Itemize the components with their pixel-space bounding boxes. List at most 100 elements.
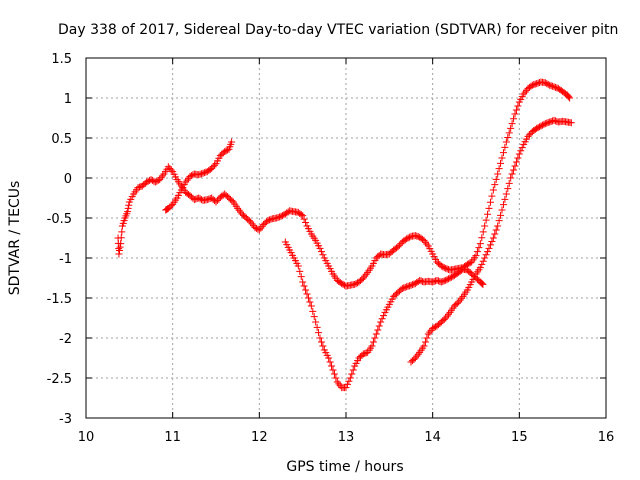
data-point: [116, 243, 124, 251]
data-point: [512, 106, 520, 114]
data-point: [466, 259, 474, 267]
data-point: [302, 286, 310, 294]
data-point: [544, 80, 552, 88]
data-point: [414, 233, 422, 241]
data-point: [213, 196, 221, 204]
data-point: [316, 334, 324, 342]
data-point: [400, 284, 408, 292]
data-point: [421, 338, 429, 346]
data-point: [534, 124, 542, 132]
data-point: [404, 234, 412, 242]
data-point: [125, 201, 133, 209]
data-point: [551, 117, 559, 125]
data-point: [485, 244, 493, 252]
data-point: [439, 263, 447, 271]
data-point: [553, 84, 561, 92]
data-point: [251, 224, 259, 232]
data-point: [143, 178, 151, 186]
data-point: [546, 118, 554, 126]
data-point: [349, 366, 357, 374]
data-point: [346, 374, 354, 382]
data-point: [151, 178, 159, 186]
y-axis-label: SDTVAR / TECUs: [7, 181, 23, 296]
data-point: [472, 252, 480, 260]
data-point: [265, 216, 273, 224]
data-point: [196, 170, 204, 178]
x-tick-label: 15: [511, 430, 528, 445]
data-point: [326, 358, 334, 366]
data-point: [429, 278, 437, 286]
data-point: [492, 175, 500, 183]
data-point: [398, 284, 406, 292]
data-point: [534, 79, 542, 87]
data-point: [478, 280, 486, 288]
data-point: [153, 177, 161, 185]
data-point: [478, 260, 486, 268]
data-point: [278, 212, 286, 220]
data-point: [302, 219, 310, 227]
data-point: [116, 247, 124, 255]
data-point: [423, 334, 431, 342]
data-point: [494, 222, 502, 230]
data-point: [319, 251, 327, 259]
y-tick-label: -3: [59, 412, 72, 427]
data-point: [505, 179, 513, 187]
data-point: [502, 190, 510, 198]
data-point: [511, 110, 519, 118]
data-point: [212, 198, 220, 206]
x-tick-label: 14: [424, 430, 441, 445]
data-point: [566, 94, 574, 102]
data-point: [406, 282, 414, 290]
data-point: [485, 204, 493, 212]
data-point: [489, 234, 497, 242]
data-point: [508, 170, 516, 178]
data-point: [134, 184, 142, 192]
data-point: [498, 154, 506, 162]
data-point: [476, 240, 484, 248]
data-point: [508, 120, 516, 128]
data-point: [491, 230, 499, 238]
data-point: [200, 169, 208, 177]
data-point: [442, 276, 450, 284]
data-point: [481, 254, 489, 262]
data-point: [498, 206, 506, 214]
data-point: [317, 338, 325, 346]
data-point: [541, 120, 549, 128]
data-point: [274, 213, 282, 221]
data-point: [394, 243, 402, 251]
x-axis-label: GPS time / hours: [286, 459, 403, 475]
data-point: [245, 217, 253, 225]
data-point: [221, 148, 229, 156]
chart-title: Day 338 of 2017, Sidereal Day-to-day VTE…: [58, 22, 618, 38]
data-point: [514, 102, 522, 110]
data-point: [254, 225, 262, 233]
data-point: [528, 81, 536, 89]
data-point: [479, 280, 487, 288]
data-point: [374, 326, 382, 334]
data-point: [164, 163, 172, 171]
data-point: [507, 174, 515, 182]
data-point: [273, 214, 281, 222]
data-point: [536, 123, 544, 131]
data-point: [546, 81, 554, 89]
data-point: [447, 273, 455, 281]
data-point: [325, 354, 333, 362]
data-point: [296, 267, 304, 275]
data-point: [410, 280, 418, 288]
data-point: [267, 215, 275, 223]
data-point: [525, 131, 533, 139]
data-point: [437, 278, 445, 286]
data-point: [196, 195, 204, 203]
data-point: [476, 264, 484, 272]
data-point: [117, 234, 125, 242]
data-point: [446, 274, 454, 282]
data-point: [330, 370, 338, 378]
data-point: [501, 143, 509, 151]
data-point: [264, 216, 272, 224]
data-point: [228, 138, 236, 146]
data-point: [375, 322, 383, 330]
data-point: [550, 83, 558, 91]
data-point: [339, 280, 347, 288]
data-point: [518, 144, 526, 152]
